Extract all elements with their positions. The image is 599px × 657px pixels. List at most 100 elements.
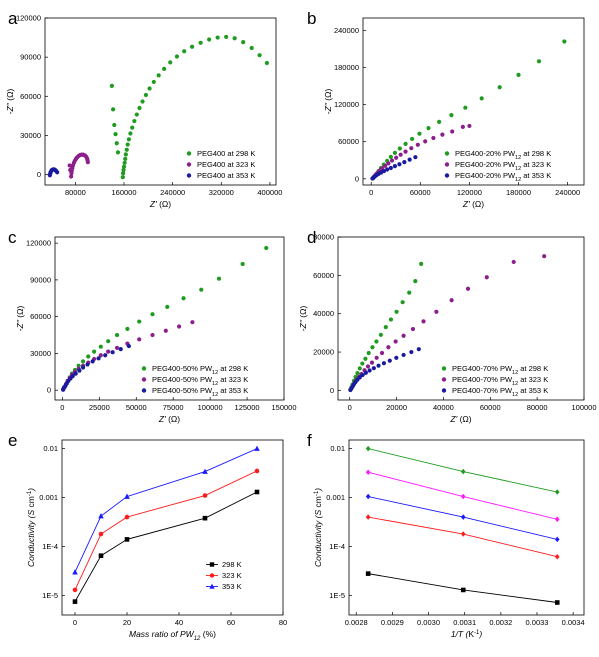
- data-point-f-s4: [365, 571, 371, 576]
- data-point-c-s0: [165, 304, 170, 309]
- data-point-a-s0: [126, 137, 131, 142]
- data-point-a-s0: [174, 54, 180, 59]
- legend-entry: 323 K: [222, 571, 242, 580]
- data-point-c-s1: [163, 328, 168, 333]
- data-point-c-s2: [77, 368, 82, 373]
- data-point-a-s0: [125, 142, 130, 147]
- data-point-a-s0: [198, 40, 203, 45]
- x-tick-label: 0.0028: [345, 618, 368, 627]
- data-point-c-s2: [85, 362, 90, 367]
- data-point-d-s2: [376, 363, 381, 368]
- y-tick-label: 40000: [313, 309, 334, 318]
- data-point-a-s0: [115, 150, 121, 155]
- data-point-e-s1: [124, 514, 130, 520]
- data-point-b-s1: [431, 135, 436, 141]
- data-point-a-s2: [55, 170, 60, 175]
- x-tick-label: 75000: [163, 403, 184, 412]
- y-tick-label: 30000: [30, 349, 51, 358]
- x-tick-label: 80: [279, 618, 287, 627]
- data-point-c-s0: [92, 349, 97, 354]
- data-point-d-s0: [355, 371, 360, 376]
- x-tick-label: 0: [369, 188, 373, 197]
- data-point-b-s0: [497, 85, 502, 90]
- data-point-e-s0: [98, 553, 104, 559]
- x-tick-label: 0.0029: [381, 618, 404, 627]
- y-tick-label: 1E-4: [329, 542, 345, 551]
- panel-letter-e: e: [8, 431, 17, 450]
- legend-marker: [444, 173, 450, 178]
- y-tick-label: 180000: [334, 63, 359, 72]
- data-point-c-s1: [137, 337, 142, 342]
- data-point-d-s0: [407, 290, 412, 295]
- data-point-a-s1: [68, 167, 73, 173]
- legend-entry: PEG400-20% PW12 at 353 K: [455, 171, 551, 183]
- data-point-a-s0: [215, 35, 220, 40]
- y-tick-label: 20000: [313, 348, 334, 357]
- data-point-a-s0: [128, 131, 133, 136]
- legend-marker: [186, 162, 192, 167]
- x-tick-label: 100000: [198, 403, 223, 412]
- x-tick-label: 0.0032: [489, 618, 512, 627]
- data-point-f-s3: [460, 531, 466, 537]
- data-point-a-s0: [120, 175, 125, 180]
- y-tick-label: 60000: [338, 137, 359, 146]
- legend-entry: PEG400 at 323 K: [197, 160, 255, 169]
- plot-frame: [54, 236, 285, 401]
- data-point-d-s0: [360, 361, 365, 366]
- y-tick-label: 240000: [334, 26, 359, 35]
- legend-marker: [186, 173, 192, 178]
- x-tick-label: 0.0033: [526, 618, 549, 627]
- data-point-f-s2: [365, 493, 371, 500]
- data-point-a-s0: [168, 60, 173, 65]
- data-point-c-s1: [177, 324, 182, 329]
- data-point-a-s0: [140, 99, 145, 104]
- legend-marker: [444, 162, 450, 167]
- data-point-b-s1: [386, 161, 391, 166]
- x-tick-label: 80000: [65, 188, 86, 197]
- data-point-c-s0: [264, 245, 269, 251]
- panel-a: a 80000 160000 240000 320000 400000 0 30000 6000…: [5, 9, 282, 209]
- data-point-d-s1: [374, 355, 379, 360]
- data-point-a-s0: [123, 156, 128, 162]
- data-point-b-s1: [460, 124, 465, 129]
- legend-marker: [209, 583, 215, 589]
- plot-area: [72, 445, 260, 604]
- data-point-f-s1: [554, 516, 560, 523]
- legend-entry: PEG400 at 353 K: [197, 171, 255, 180]
- data-point-a-s0: [156, 73, 161, 78]
- data-point-c-s0: [106, 339, 111, 344]
- y-tick-label: 60000: [313, 271, 334, 280]
- data-point-c-s2: [126, 343, 131, 349]
- data-point-b-s0: [516, 72, 521, 78]
- data-point-d-s2: [363, 370, 368, 375]
- data-point-e-s2: [202, 468, 208, 474]
- y-tick-label: 120000: [16, 14, 41, 23]
- data-point-a-s0: [121, 167, 126, 173]
- data-point-a-s0: [121, 171, 126, 176]
- data-point-a-s0: [241, 40, 246, 45]
- data-point-a-s0: [134, 112, 139, 117]
- data-point-b-s1: [403, 149, 408, 154]
- y-tick-label: 60000: [30, 312, 51, 321]
- y-tick-label: 0: [330, 386, 334, 395]
- y-tick-label: 0.01: [330, 444, 345, 453]
- x-tick-label: 60000: [480, 403, 501, 412]
- x-axis-label: Z' (Ω): [149, 199, 171, 209]
- data-point-c-s0: [80, 359, 86, 364]
- data-point-d-s2: [416, 347, 421, 352]
- data-point-b-s0: [463, 105, 468, 110]
- x-tick-label: 400000: [257, 188, 282, 197]
- x-tick-label: 150000: [271, 403, 296, 412]
- data-point-b-s2: [385, 167, 390, 172]
- plot-frame: [337, 236, 585, 401]
- panel-e: e 0 20 40 60 80 1E-5 1E-4 0.001 0.01 Mass ratio of…: [8, 431, 287, 642]
- legend-marker: [441, 366, 447, 371]
- data-point-d-s2: [357, 375, 362, 380]
- data-point-b-s0: [403, 141, 408, 146]
- data-point-a-s0: [162, 66, 167, 71]
- y-tick-label: 0.01: [43, 444, 58, 453]
- data-point-b-s2: [397, 162, 402, 167]
- data-point-d-s1: [410, 326, 416, 332]
- data-point-d-s0: [383, 325, 388, 330]
- data-point-d-s2: [371, 366, 376, 371]
